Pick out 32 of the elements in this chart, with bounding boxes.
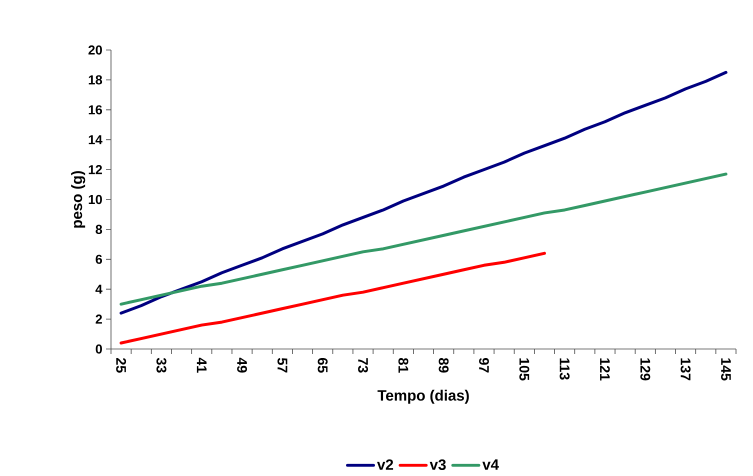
y-tick-label: 10 [88,194,102,204]
y-tick-label: 6 [96,254,102,264]
x-tick-label: 105 [519,358,530,380]
y-tick-label: 2 [96,314,102,324]
y-tick-label: 18 [88,75,102,84]
y-tick-label: 14 [88,135,102,144]
x-tick-label: 89 [438,358,449,373]
x-tick-label: 145 [721,358,731,380]
x-tick-label: 137 [680,358,691,380]
x-tick-label: 49 [237,358,248,373]
x-tick-label: 33 [156,358,166,373]
x-tick-label: 25 [116,358,126,373]
y-tick-label: 12 [88,165,102,174]
legend-label: v4 [482,459,499,470]
x-tick-label: 57 [277,358,288,372]
y-tick-label: 4 [95,284,102,294]
y-axis-title: peso (g) [71,171,86,228]
x-tick-label: 41 [196,358,207,373]
y-tick-label: 8 [96,224,102,234]
y-tick-label: 20 [88,45,102,55]
x-tick-label: 97 [479,358,489,372]
x-tick-label: 73 [358,358,368,373]
x-tick-label: 81 [398,358,408,373]
x-axis-title: Tempo (dias) [378,390,469,404]
legend-label: v2 [377,459,394,470]
x-tick-label: 121 [600,358,610,380]
x-tick-label: 129 [640,358,650,380]
x-tick-label: 113 [560,358,570,380]
y-tick-label: 0 [96,344,102,354]
x-tick-label: 65 [318,358,328,373]
y-tick-label: 16 [88,105,102,114]
legend-label: v3 [430,459,446,470]
